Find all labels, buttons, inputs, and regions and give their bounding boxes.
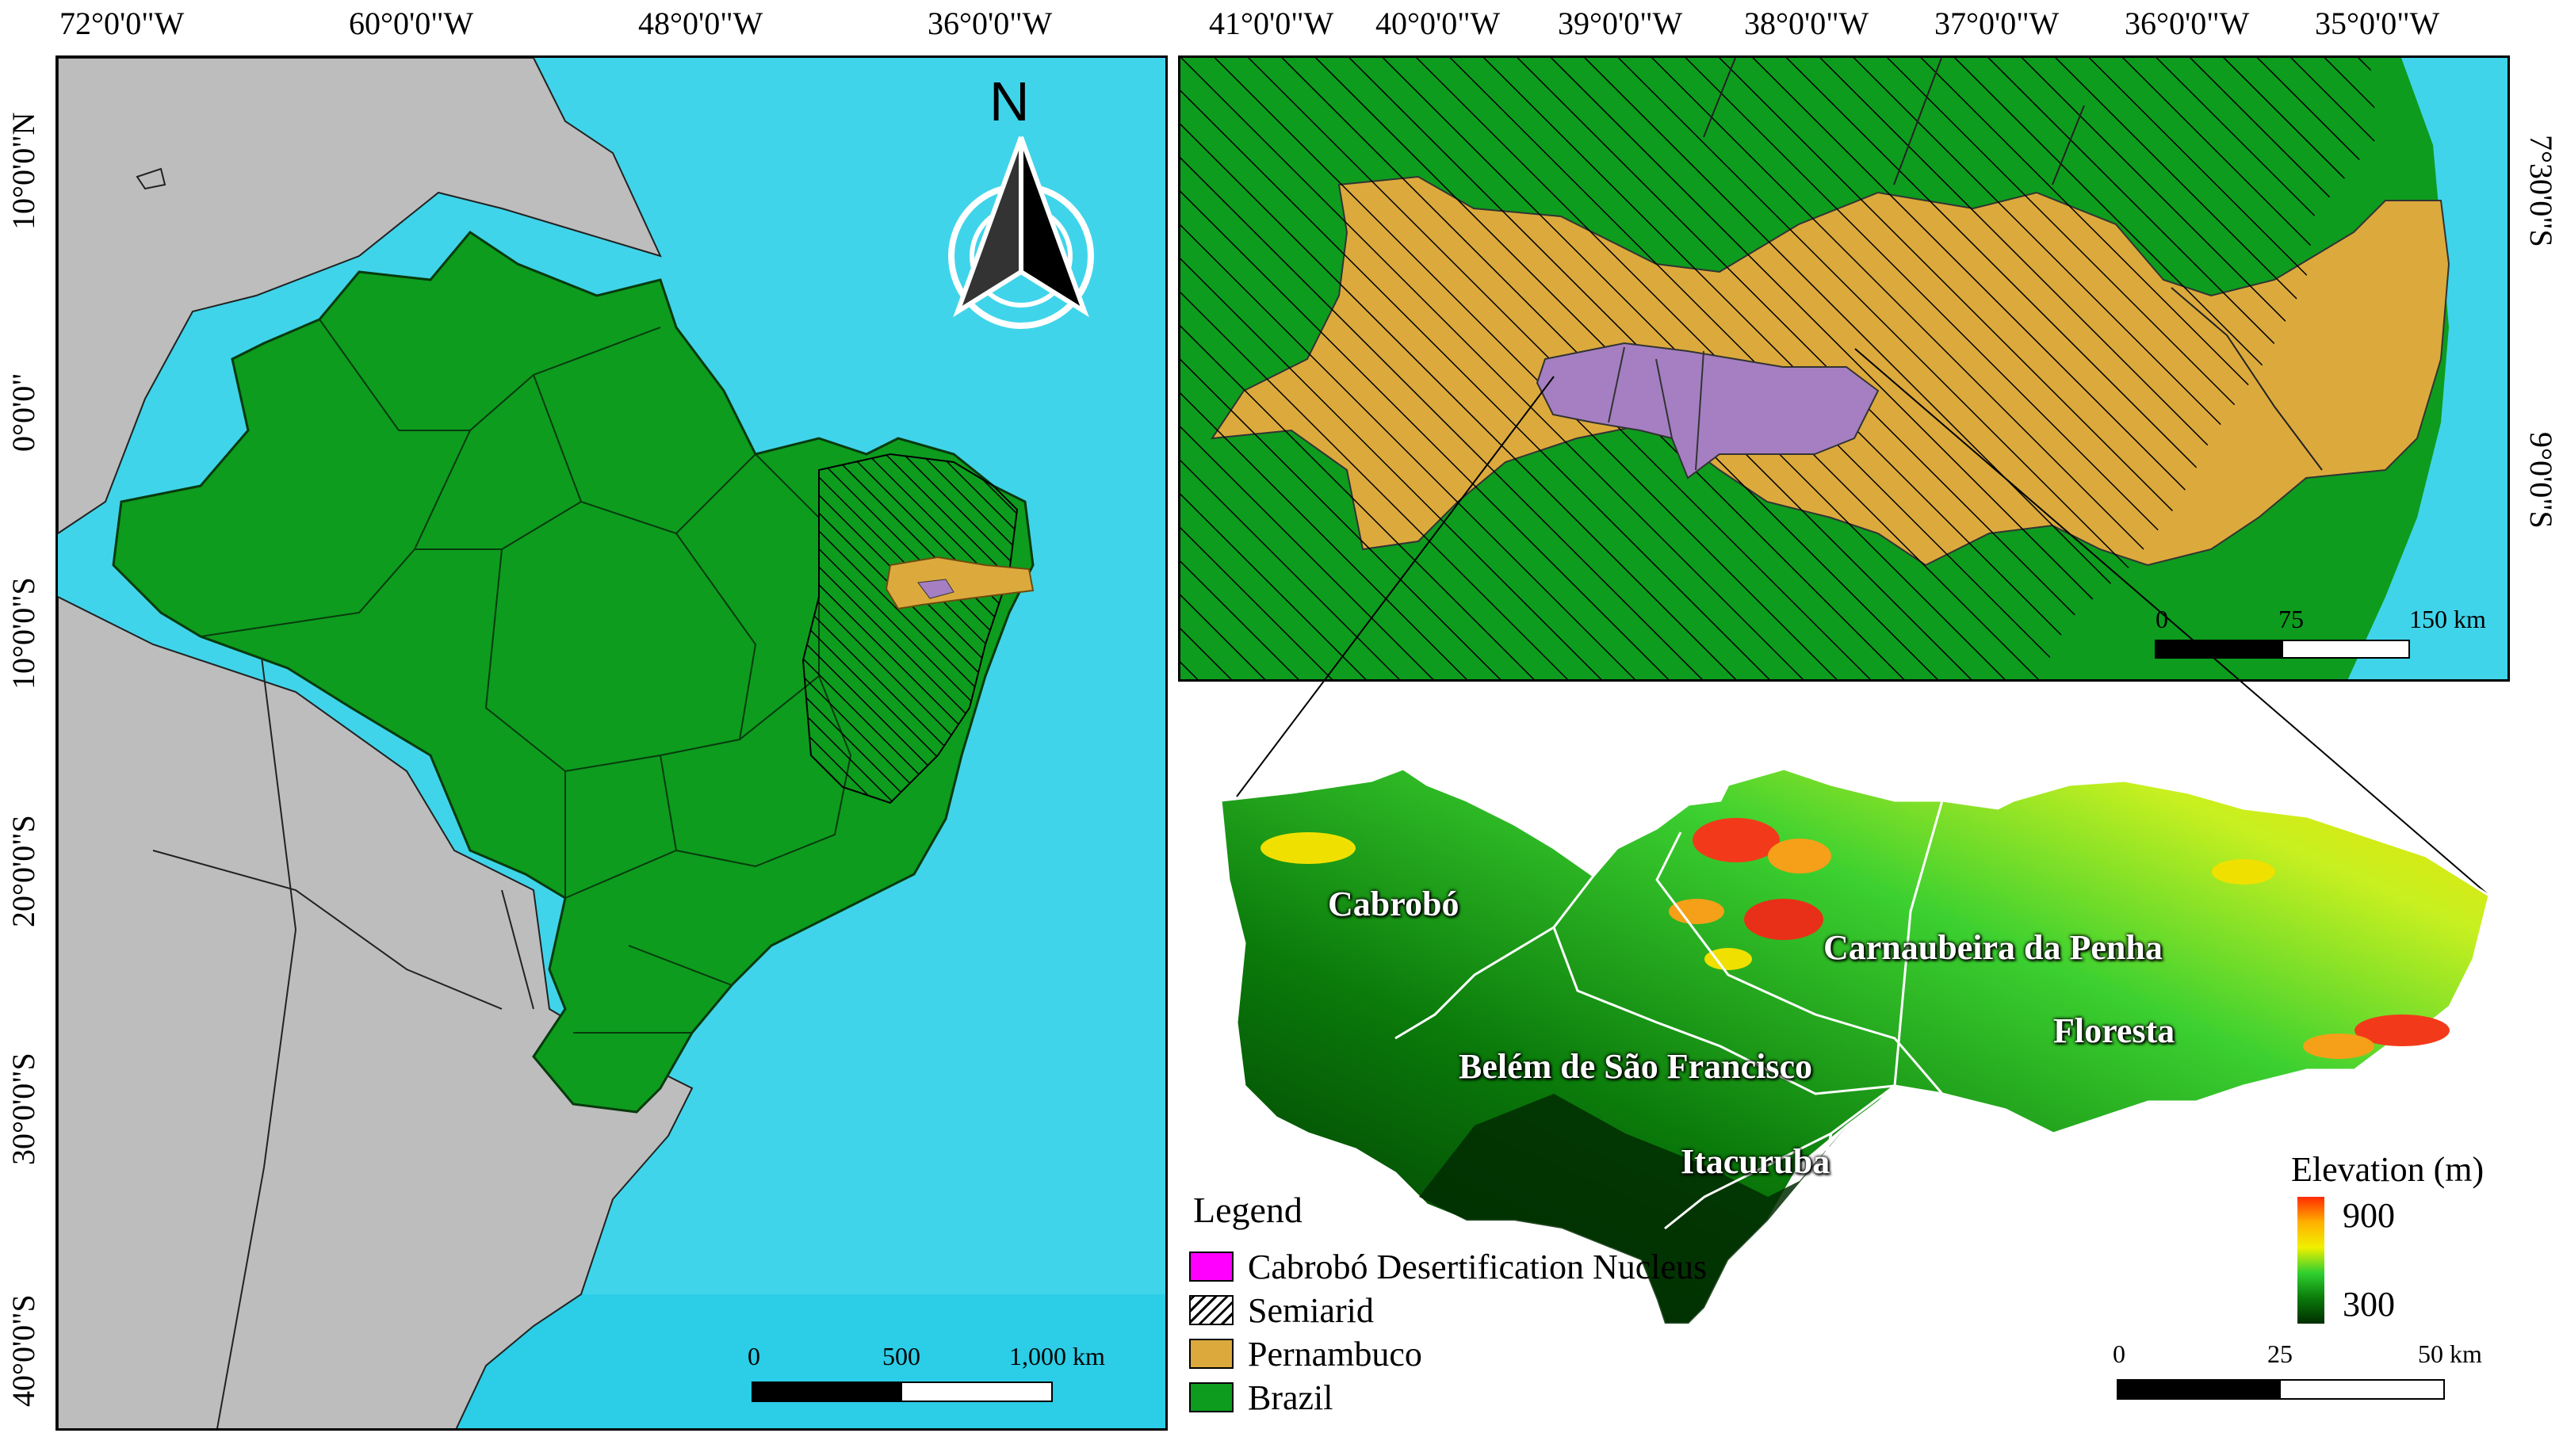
legend-item-pernambuco: Pernambuco <box>1189 1334 1422 1374</box>
north-label: N <box>989 71 1030 132</box>
legend-label-semiarid: Semiarid <box>1248 1290 1374 1330</box>
elev-scale-label-1: 25 <box>2267 1339 2293 1368</box>
elev-scale-label-2: 50 km <box>2418 1339 2482 1368</box>
semiarid-region <box>801 453 1019 804</box>
elev-scale-label-0: 0 <box>2113 1339 2125 1368</box>
pernambuco-region <box>885 556 1035 610</box>
elevation-gradient <box>2297 1197 2324 1324</box>
south-america-land <box>58 58 694 1428</box>
label-cabrobo: Cabrobó <box>1328 885 1459 923</box>
inset-top-tick-2: 40°0'0"W <box>1375 6 1501 41</box>
elevation-colorbar: Elevation (m) 900 300 <box>2291 1149 2529 1332</box>
legend-item-brazil: Brazil <box>1189 1378 1333 1417</box>
legend-label-brazil: Brazil <box>1248 1378 1333 1417</box>
nucleus-region <box>917 579 954 599</box>
inset-top-tick-1: 41°0'0"W <box>1209 6 1334 41</box>
inset-scale-label-1: 75 <box>2278 605 2304 633</box>
label-carnaubeira: Carnaubeira da Penha <box>1823 928 2163 967</box>
elevation-scalebar: 0 25 50 km <box>2113 1339 2482 1411</box>
legend-label-nucleus: Cabrobó Desertification Nucleus <box>1248 1247 1708 1286</box>
legend-label-pernambuco: Pernambuco <box>1248 1334 1422 1374</box>
elevation-min: 300 <box>2343 1285 2395 1324</box>
legend-swatch-pernambuco <box>1189 1339 1234 1369</box>
label-belem: Belém de São Francisco <box>1459 1047 1813 1086</box>
top-tick-1: 72°0'0"W <box>59 6 185 41</box>
inset-top-tick-4: 38°0'0"W <box>1744 6 1869 41</box>
legend-swatch-brazil <box>1189 1382 1234 1412</box>
inset-top-tick-7: 35°0'0"W <box>2315 6 2440 41</box>
legend-swatch-nucleus <box>1189 1252 1234 1282</box>
legend-swatch-semiarid <box>1189 1295 1234 1325</box>
inset-top-tick-6: 36°0'0"W <box>2125 6 2250 41</box>
label-itacuruba: Itacuruba <box>1681 1142 1830 1181</box>
inset-scale-label-0: 0 <box>2156 605 2168 633</box>
legend: Legend Cabrobó Desertification Nucleus S… <box>1189 1189 1863 1427</box>
inset-top-tick-3: 39°0'0"W <box>1558 6 1683 41</box>
top-tick-2: 60°0'0"W <box>349 6 474 41</box>
elevation-title: Elevation (m) <box>2291 1150 2485 1189</box>
inset-top-tick-5: 37°0'0"W <box>1934 6 2060 41</box>
legend-item-nucleus: Cabrobó Desertification Nucleus <box>1189 1247 1708 1286</box>
legend-title: Legend <box>1193 1190 1303 1230</box>
legend-item-semiarid: Semiarid <box>1189 1290 1374 1330</box>
top-tick-4: 36°0'0"W <box>928 6 1053 41</box>
inset-scale-label-2: 150 km <box>2409 605 2486 633</box>
left-scale-label-0: 0 <box>748 1342 760 1370</box>
label-floresta: Floresta <box>2053 1011 2175 1050</box>
south-america-map: N 0 500 1,000 km <box>55 55 1168 1431</box>
left-scale-label-2: 1,000 km <box>1009 1342 1105 1370</box>
top-tick-3: 48°0'0"W <box>638 6 763 41</box>
pernambuco-inset-map: 0 75 150 km <box>1178 55 2510 682</box>
inset-nucleus <box>1536 342 1880 480</box>
elevation-map: Cabrobó Carnaubeira da Penha Floresta Be… <box>1213 753 2505 1339</box>
left-scale-label-1: 500 <box>882 1342 920 1370</box>
left-scalebar: 0 500 1,000 km <box>748 1342 1105 1413</box>
elevation-max: 900 <box>2343 1196 2395 1235</box>
